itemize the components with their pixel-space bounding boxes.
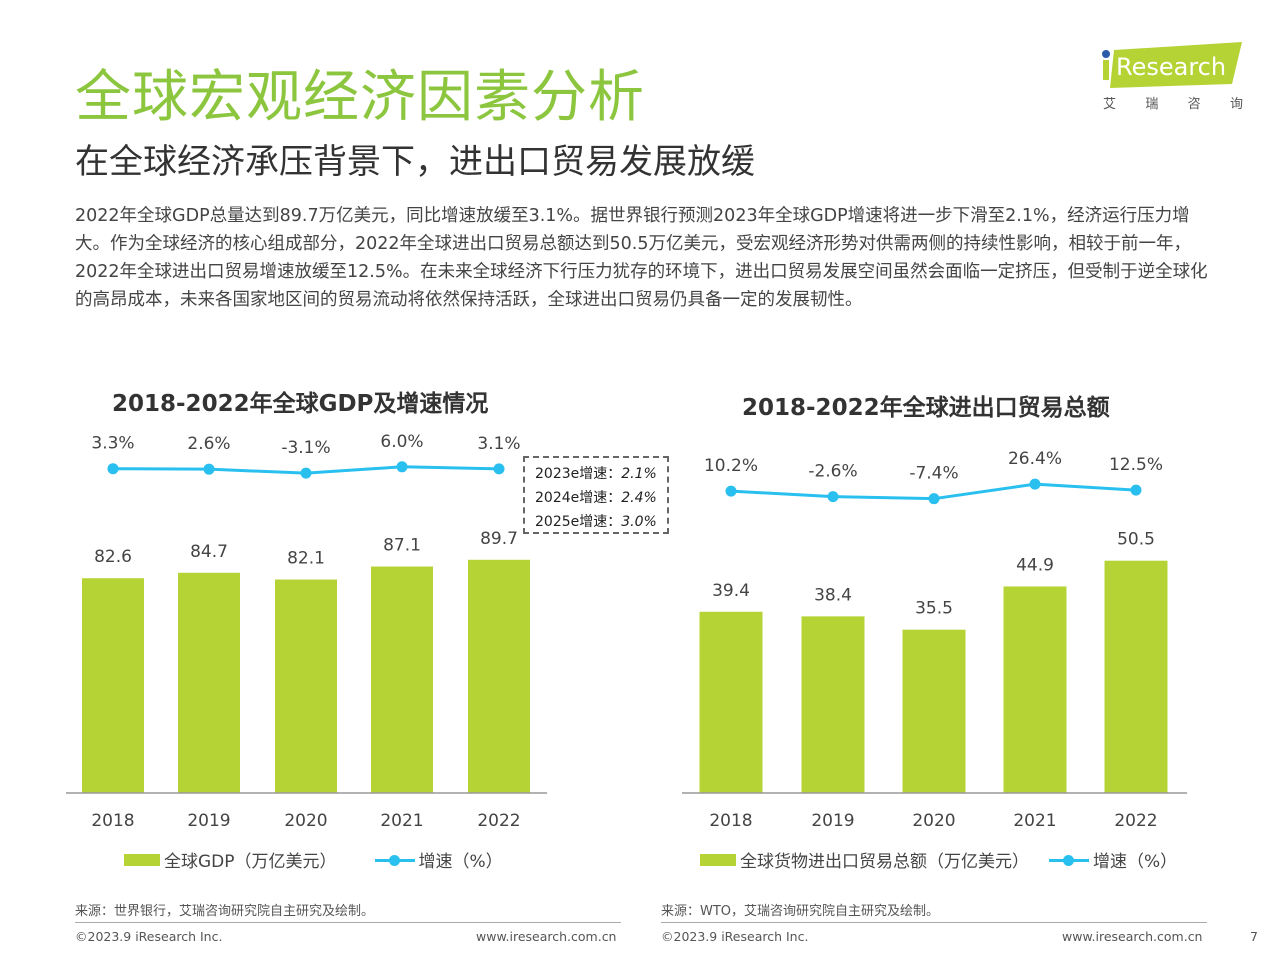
page-title: 全球宏观经济因素分析 (75, 65, 645, 130)
website-url[interactable]: www.iresearch.com.cn (1062, 929, 1203, 944)
page-subtitle: 在全球经济承压背景下，进出口贸易发展放缓 (75, 142, 755, 182)
logo-char: 咨 (1187, 97, 1201, 112)
bar (1003, 586, 1067, 793)
bar-label: 89.7 (480, 529, 518, 549)
bar (468, 559, 530, 793)
chart1-title: 2018-2022年全球GDP及增速情况 (112, 391, 489, 417)
bar-label: 35.5 (915, 599, 953, 619)
bar-label: 38.4 (814, 585, 852, 605)
forecast-annotation-box: 2023e增速：2.1% 2024e增速：2.4% 2025e增速：3.0% (523, 456, 669, 534)
forecast-2023: 2023e增速：2.1% (535, 466, 657, 482)
growth-label: 6.0% (380, 432, 423, 452)
bar-label: 87.1 (383, 536, 421, 556)
x-tick-label: 2019 (811, 811, 854, 831)
growth-label: -7.4% (909, 464, 958, 484)
legend-line-swatch (374, 852, 415, 868)
growth-label: 2.6% (187, 434, 230, 454)
growth-point (107, 463, 119, 475)
x-tick-label: 2018 (709, 811, 752, 831)
growth-label: -3.1% (281, 438, 330, 458)
chart1-source: 来源：世界银行，艾瑞咨询研究院自主研究及绘制。 (75, 904, 375, 919)
growth-label: 3.1% (477, 434, 520, 454)
growth-label: 10.2% (704, 456, 758, 476)
growth-label: 3.3% (91, 434, 134, 454)
x-tick-label: 2020 (912, 811, 955, 831)
growth-point (827, 491, 839, 503)
logo-char: 瑞 (1145, 97, 1159, 112)
legend-label: 全球GDP（万亿美元） (164, 852, 337, 872)
growth-label: -2.6% (808, 462, 857, 482)
growth-point (1130, 484, 1142, 496)
x-tick-label: 2022 (1114, 811, 1157, 831)
x-tick-label: 2021 (380, 811, 423, 831)
forecast-2024: 2024e增速：2.4% (535, 490, 657, 506)
bar (801, 616, 865, 793)
chart1-legend: 全球GDP（万亿美元） 增速（%） (124, 847, 503, 872)
legend-bar-swatch (700, 853, 736, 866)
x-tick-label: 2021 (1013, 811, 1056, 831)
legend-label: 增速（%） (418, 852, 503, 872)
growth-label: 12.5% (1109, 455, 1163, 475)
x-tick-label: 2018 (91, 811, 134, 831)
growth-point (928, 493, 940, 505)
legend-label: 全球货物进出口贸易总额（万亿美元） (740, 852, 1029, 872)
growth-point (493, 463, 505, 475)
chart2-title: 2018-2022年全球进出口贸易总额 (742, 395, 1110, 421)
legend-line-swatch (1049, 852, 1089, 868)
logo-char: 询 (1229, 97, 1243, 112)
bar (178, 572, 240, 793)
bar (699, 611, 763, 793)
bar (275, 579, 337, 793)
bar-label: 44.9 (1016, 555, 1054, 575)
iresearch-logo: Research (1102, 42, 1242, 88)
bar (1104, 560, 1168, 793)
website-url[interactable]: www.iresearch.com.cn (476, 929, 617, 944)
bar (371, 566, 433, 793)
divider (75, 922, 621, 923)
bar-label: 82.6 (94, 547, 132, 567)
chart2-source: 来源：WTO，艾瑞咨询研究院自主研究及绘制。 (661, 904, 940, 919)
bar (902, 629, 966, 793)
page-number: 7 (1250, 929, 1258, 944)
growth-point (300, 467, 312, 479)
x-tick-label: 2022 (477, 811, 520, 831)
bar (82, 578, 144, 793)
copyright: ©2023.9 iResearch Inc. (75, 929, 223, 944)
legend-bar-swatch (124, 853, 160, 866)
growth-point (396, 461, 408, 473)
svg-text:Research: Research (1116, 53, 1226, 81)
copyright: ©2023.9 iResearch Inc. (661, 929, 809, 944)
divider (661, 922, 1207, 923)
logo-chinese: 艾瑞咨询 (1103, 93, 1243, 112)
growth-point (203, 463, 215, 475)
body-text: 2022年全球GDP总量达到89.7万亿美元，同比增速放缓至3.1%。据世界银行… (75, 206, 1208, 310)
x-tick-label: 2020 (284, 811, 327, 831)
growth-point (1029, 478, 1041, 490)
bar-label: 84.7 (190, 542, 228, 562)
bar-label: 39.4 (712, 581, 750, 601)
x-tick-label: 2019 (187, 811, 230, 831)
legend-label: 增速（%） (1093, 852, 1178, 872)
bar-label: 50.5 (1117, 530, 1155, 550)
growth-label: 26.4% (1008, 449, 1062, 469)
growth-point (725, 485, 737, 497)
logo-char: 艾 (1103, 97, 1117, 112)
forecast-2025: 2025e增速：3.0% (535, 514, 657, 530)
bar-label: 82.1 (287, 549, 325, 569)
chart2-legend: 全球货物进出口贸易总额（万亿美元） 增速（%） (700, 847, 1177, 872)
